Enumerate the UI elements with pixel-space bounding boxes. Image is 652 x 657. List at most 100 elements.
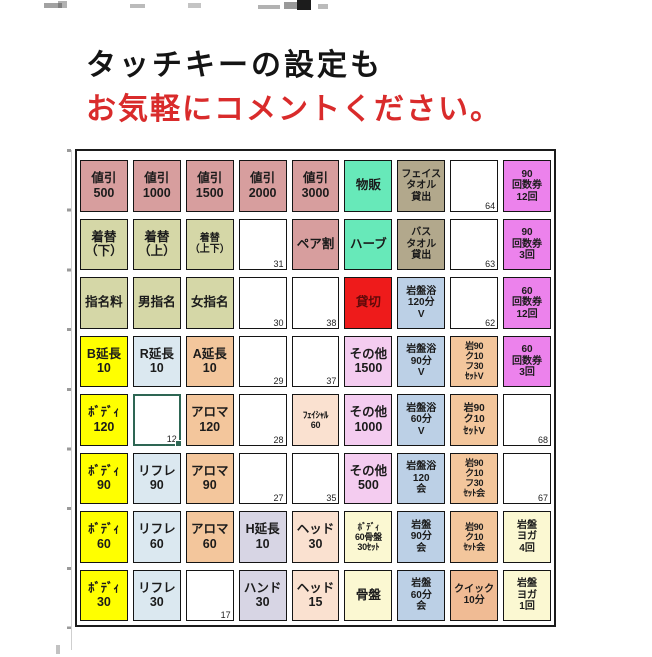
key-cell[interactable]: 岩盤浴 120分 V <box>397 277 446 329</box>
empty-cell[interactable]: 38 <box>291 277 340 329</box>
key-cell[interactable]: ﾎﾞﾃﾞｨ 30 <box>80 569 128 621</box>
key-cell-label: リフレ 90 <box>138 463 176 493</box>
key-cell-label: 男指名 <box>138 295 176 310</box>
key-cell[interactable]: 岩盤 ヨガ 1回 <box>503 569 551 621</box>
key-cell[interactable]: 指名料 <box>80 277 128 329</box>
key-cell[interactable]: 岩90 ク10 フ30 ｾｯﾄ会 <box>450 452 499 504</box>
key-cell-label: 値引 1500 <box>195 171 224 200</box>
key-cell[interactable]: 女指名 <box>185 277 234 329</box>
key-cell[interactable]: ﾎﾞﾃﾞｨ 120 <box>80 394 128 446</box>
key-cell[interactable]: 着替 （下） <box>80 218 128 270</box>
key-cell-label: ﾎﾞﾃﾞｨ 30 <box>88 580 120 610</box>
key-cell[interactable]: フェイス タオル 貸出 <box>397 160 446 212</box>
key-cell[interactable]: ヘッド 15 <box>291 569 340 621</box>
key-cell-label: ﾎﾞﾃﾞｨ 60骨盤 30ｾｯﾄ <box>354 521 382 552</box>
key-cell[interactable]: アロマ 120 <box>185 394 234 446</box>
key-cell-label: クイック 10分 <box>454 583 495 607</box>
empty-cell[interactable]: 28 <box>238 394 287 446</box>
key-cell-label: 岩盤浴 120 会 <box>406 461 437 495</box>
empty-cell[interactable]: 29 <box>238 335 287 387</box>
key-cell[interactable]: 岩盤浴 120 会 <box>397 452 446 504</box>
cell-number: 12 <box>166 433 177 444</box>
empty-cell[interactable]: 35 <box>291 452 340 504</box>
empty-cell[interactable]: 31 <box>238 218 287 270</box>
empty-cell[interactable]: 27 <box>238 452 287 504</box>
key-cell[interactable]: A延長 10 <box>185 335 234 387</box>
key-cell[interactable]: 岩盤 90分 会 <box>397 511 446 563</box>
empty-cell[interactable]: 68 <box>503 394 551 446</box>
key-cell[interactable]: 骨盤 <box>344 569 393 621</box>
key-cell[interactable]: リフレ 60 <box>132 511 181 563</box>
key-cell[interactable]: 貸切 <box>344 277 393 329</box>
empty-cell[interactable]: 30 <box>238 277 287 329</box>
key-cell-label: 値引 3000 <box>301 171 330 200</box>
key-cell[interactable]: 60 回数券 12回 <box>503 277 551 329</box>
key-cell[interactable]: 90 回数券 3回 <box>503 218 551 270</box>
selected-empty-cell[interactable]: 12 <box>132 394 182 447</box>
key-cell-label: その他 1500 <box>349 346 388 376</box>
empty-cell[interactable]: 62 <box>450 277 499 329</box>
worksheet-row-ticks <box>67 149 71 629</box>
key-cell[interactable]: 着替 （上） <box>132 218 181 270</box>
key-cell-label: 値引 500 <box>91 171 117 200</box>
key-cell[interactable]: ヘッド 30 <box>291 511 340 563</box>
key-cell-label: 60 回数券 3回 <box>512 344 543 378</box>
key-cell[interactable]: 岩盤浴 60分 V <box>397 394 446 446</box>
cell-number: 17 <box>220 610 231 620</box>
key-cell[interactable]: その他 1000 <box>344 394 393 446</box>
key-cell[interactable]: その他 1500 <box>344 335 393 387</box>
key-cell-label: R延長 10 <box>139 346 174 376</box>
key-cell[interactable]: 着替 （上下） <box>185 218 234 270</box>
empty-cell[interactable]: 63 <box>450 218 499 270</box>
key-cell[interactable]: 値引 2000 <box>238 160 287 212</box>
selection-handle[interactable] <box>174 439 182 447</box>
key-cell[interactable]: ペア割 <box>291 218 340 270</box>
key-cell[interactable]: アロマ 60 <box>185 511 234 563</box>
key-cell[interactable]: バス タオル 貸出 <box>397 218 446 270</box>
key-cell[interactable]: R延長 10 <box>132 335 181 387</box>
key-cell-label: 岩90 ク10 フ30 ｾｯﾄ会 <box>463 458 486 499</box>
key-cell[interactable]: 岩90 ク10 フ30 ｾｯﾄV <box>450 335 499 387</box>
key-cell-label: ヘッド 30 <box>296 522 335 551</box>
key-cell[interactable]: ハーブ <box>344 218 393 270</box>
key-cell[interactable]: ﾌｪｲｼｬﾙ 60 <box>291 394 340 446</box>
key-cell-label: 90 回数券 12回 <box>512 168 543 203</box>
key-cell-label: フェイス タオル 貸出 <box>401 168 442 203</box>
key-cell[interactable]: その他 500 <box>344 452 393 504</box>
key-cell-label: 岩盤浴 120分 V <box>406 285 437 320</box>
key-cell[interactable]: 男指名 <box>132 277 181 329</box>
key-cell[interactable]: ﾎﾞﾃﾞｨ 90 <box>80 452 128 504</box>
key-cell[interactable]: 岩90 ク10 ｾｯﾄ会 <box>450 511 499 563</box>
key-cell[interactable]: H延長 10 <box>238 511 287 563</box>
key-cell[interactable]: 岩盤 60分 会 <box>397 569 446 621</box>
cell-number: 63 <box>485 259 496 269</box>
key-cell[interactable]: 60 回数券 3回 <box>503 335 551 387</box>
key-cell[interactable]: 値引 1500 <box>185 160 234 212</box>
key-cell[interactable]: 値引 1000 <box>132 160 181 212</box>
key-cell[interactable]: リフレ 90 <box>132 452 181 504</box>
empty-cell[interactable]: 17 <box>185 569 234 621</box>
key-cell[interactable]: リフレ 30 <box>132 569 181 621</box>
empty-cell[interactable]: 37 <box>291 335 340 387</box>
key-cell-label: ハンド 30 <box>243 580 282 610</box>
key-cell[interactable]: B延長 10 <box>80 335 128 387</box>
key-cell-label: ヘッド 15 <box>296 580 335 610</box>
key-cell[interactable]: クイック 10分 <box>450 569 499 621</box>
key-cell-label: 岩盤 90分 会 <box>410 519 432 554</box>
key-cell[interactable]: 90 回数券 12回 <box>503 160 551 212</box>
empty-cell[interactable]: 67 <box>503 452 551 504</box>
key-cell-label: 着替 （下） <box>85 229 123 259</box>
key-cell[interactable]: 値引 3000 <box>291 160 340 212</box>
key-cell[interactable]: 岩盤浴 90分 V <box>397 335 446 387</box>
key-cell[interactable]: 岩90 ク10 ｾｯﾄV <box>450 394 499 446</box>
key-cell[interactable]: アロマ 90 <box>185 452 234 504</box>
key-cell[interactable]: 物販 <box>344 160 393 212</box>
touch-key-grid: 値引 500 値引 1000 値引 1500 値引 2000 値引 3000 物販 フェイス… <box>75 149 556 627</box>
key-cell[interactable]: ハンド 30 <box>238 569 287 621</box>
key-cell-label: 指名料 <box>85 295 123 310</box>
key-cell[interactable]: 岩盤 ヨガ 4回 <box>503 511 551 563</box>
key-cell[interactable]: 値引 500 <box>80 160 128 212</box>
key-cell[interactable]: ﾎﾞﾃﾞｨ 60骨盤 30ｾｯﾄ <box>344 511 393 563</box>
empty-cell[interactable]: 64 <box>450 160 499 212</box>
key-cell[interactable]: ﾎﾞﾃﾞｨ 60 <box>80 511 128 563</box>
